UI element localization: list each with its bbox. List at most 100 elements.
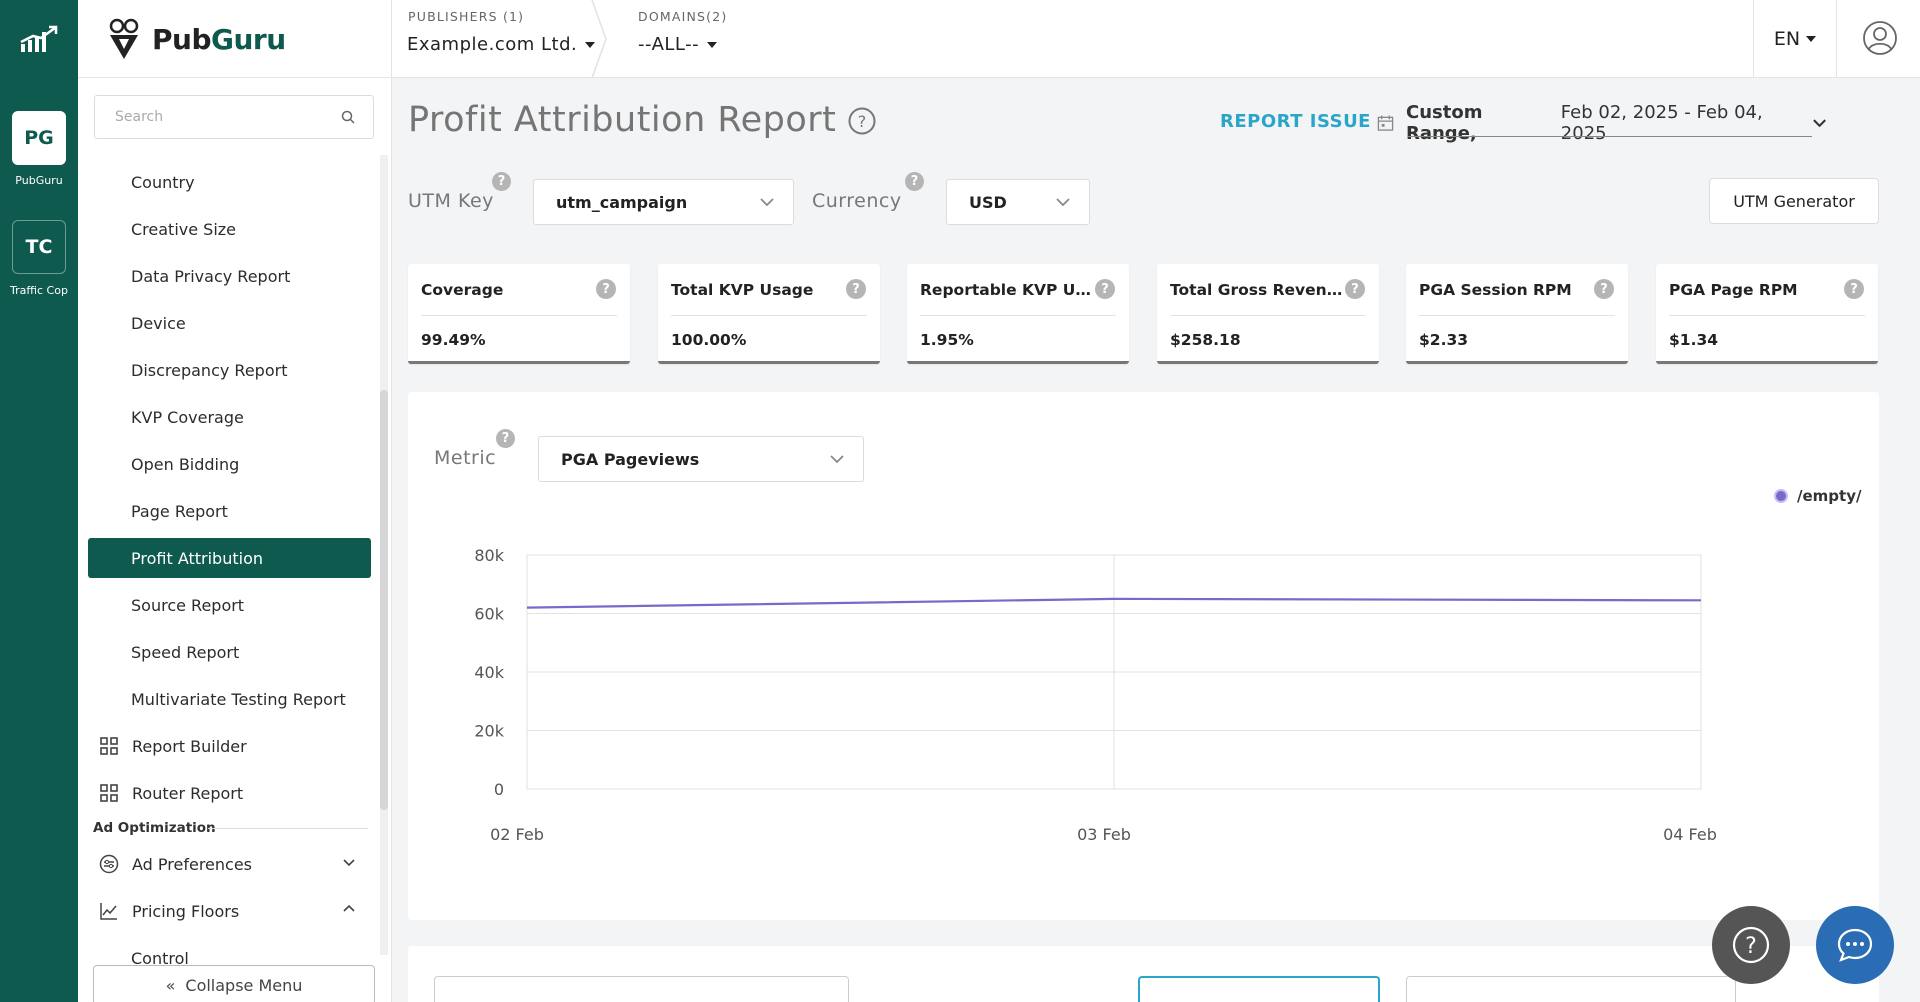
nav-search[interactable]: [94, 95, 374, 139]
nav-item-speed-report[interactable]: Speed Report: [131, 642, 240, 662]
help-icon[interactable]: ?: [1844, 279, 1864, 299]
language-value: EN: [1773, 28, 1801, 50]
table-panel: [408, 946, 1879, 1002]
table-toolbar[interactable]: [1406, 976, 1736, 1002]
chart-legend-item[interactable]: /empty/: [1774, 487, 1861, 505]
side-navigation: PubGuru Country Creative Size Data Priva…: [78, 0, 392, 1002]
help-icon[interactable]: ?: [846, 279, 866, 299]
stat-card-coverage: Coverage ? 99.49%: [408, 264, 630, 364]
stat-title: Total Gross Revenue: [1170, 281, 1348, 299]
stat-card-pga-session-rpm: PGA Session RPM ? $2.33: [1406, 264, 1628, 364]
nav-scrollbar-thumb[interactable]: [380, 390, 388, 810]
nav-item-creative-size[interactable]: Creative Size: [131, 219, 237, 239]
utm-key-select[interactable]: utm_campaign: [533, 179, 794, 225]
user-avatar-icon[interactable]: [1862, 20, 1898, 56]
stat-value: $2.33: [1419, 331, 1469, 349]
stat-card-total-kvp-usage: Total KVP Usage ? 100.00%: [658, 264, 880, 364]
chevron-down-icon: [1056, 198, 1070, 207]
brand-name: PubGuru: [152, 22, 286, 56]
stat-value: 100.00%: [671, 331, 747, 349]
nav-item-profit-attribution[interactable]: Profit Attribution: [88, 538, 371, 578]
y-tick-label: 40k: [474, 663, 504, 682]
grid-icon: [98, 735, 120, 757]
currency-select[interactable]: USD: [946, 179, 1090, 225]
nav-item-report-builder[interactable]: Report Builder: [88, 726, 371, 766]
app-switch-traffic-cop[interactable]: TC: [12, 220, 66, 274]
stat-card-reportable-kvp-usage: Reportable KVP Usage ? 1.95%: [907, 264, 1129, 364]
pubguru-chart-logo-icon[interactable]: [19, 24, 59, 54]
chevron-down-icon: [1813, 119, 1826, 128]
divider: [208, 828, 368, 829]
divider: [421, 315, 617, 316]
x-tick-label: 02 Feb: [490, 825, 544, 844]
help-icon[interactable]: ?: [596, 279, 616, 299]
nav-search-input[interactable]: [115, 109, 341, 125]
divider: [1669, 315, 1865, 316]
chevron-down-icon[interactable]: [341, 854, 357, 870]
help-icon[interactable]: ?: [492, 172, 511, 191]
nav-item-open-bidding[interactable]: Open Bidding: [131, 454, 240, 474]
metric-select[interactable]: PGA Pageviews: [538, 436, 864, 482]
nav-item-data-privacy-report[interactable]: Data Privacy Report: [131, 266, 291, 286]
nav-item-pricing-floors[interactable]: Pricing Floors: [88, 891, 371, 931]
app-switch-pubguru[interactable]: PG: [12, 111, 66, 165]
page-title: Profit Attribution Report: [408, 100, 837, 140]
nav-item-discrepancy-report[interactable]: Discrepancy Report: [131, 360, 288, 380]
nav-item-device[interactable]: Device: [131, 313, 186, 333]
legend-label: /empty/: [1797, 487, 1862, 505]
chevron-up-icon[interactable]: [341, 901, 357, 917]
caret-down-icon: [707, 41, 718, 48]
table-search-input[interactable]: [434, 976, 849, 1002]
help-icon[interactable]: ?: [1345, 279, 1365, 299]
stat-title: PGA Session RPM: [1419, 281, 1572, 299]
date-range-picker[interactable]: Custom Range, Feb 02, 2025 - Feb 04, 202…: [1377, 102, 1827, 144]
brand-logo[interactable]: PubGuru: [106, 16, 286, 62]
stat-title: Coverage: [421, 281, 504, 299]
collapse-menu-button[interactable]: « Collapse Menu: [93, 965, 375, 1002]
nav-item-country[interactable]: Country: [131, 172, 195, 192]
nav-item-label: Report Builder: [132, 736, 247, 756]
app-label-traffic-cop: Traffic Cop: [10, 284, 68, 297]
search-icon[interactable]: [341, 110, 355, 124]
nav-item-label: Ad Preferences: [132, 854, 253, 874]
date-range-value: Feb 02, 2025 - Feb 04, 2025: [1560, 102, 1763, 144]
svg-text:?: ?: [1745, 934, 1757, 959]
nav-item-source-report[interactable]: Source Report: [131, 595, 245, 615]
nav-item-page-report[interactable]: Page Report: [131, 501, 228, 521]
chevron-down-icon: [760, 198, 774, 207]
nav-item-ad-preferences[interactable]: Ad Preferences: [88, 844, 371, 884]
nav-item-kvp-coverage[interactable]: KVP Coverage: [131, 407, 244, 427]
stat-title: PGA Page RPM: [1669, 281, 1798, 299]
nav-item-multivariate-testing-report[interactable]: Multivariate Testing Report: [131, 689, 346, 709]
app-label-pubguru: PubGuru: [15, 174, 63, 187]
y-tick-label: 80k: [474, 546, 504, 565]
floating-help-button[interactable]: ?: [1712, 906, 1790, 984]
help-icon[interactable]: ?: [1594, 279, 1614, 299]
table-action-button[interactable]: [1138, 976, 1380, 1002]
help-icon[interactable]: ?: [1095, 279, 1115, 299]
top-bar: PUBLISHERS (1) Example.com Ltd. DOMAINS(…: [392, 0, 1920, 78]
date-range-underline: [1408, 136, 1812, 137]
chevron-down-icon: [830, 455, 844, 464]
stat-value: 1.95%: [920, 331, 974, 349]
collapse-menu-label: Collapse Menu: [185, 975, 303, 995]
nav-item-router-report[interactable]: Router Report: [88, 773, 371, 813]
report-issue-link[interactable]: REPORT ISSUE: [1220, 111, 1371, 132]
help-icon[interactable]: ?: [496, 429, 515, 448]
nav-item-control[interactable]: Control: [131, 948, 189, 968]
floating-chat-button[interactable]: [1816, 906, 1894, 984]
line-chart: 0 20k 40k 60k 80k 02 Feb 03 Feb 04 Feb: [474, 546, 1717, 844]
metric-value: PGA Pageviews: [561, 449, 700, 469]
help-icon[interactable]: ?: [905, 172, 924, 191]
utm-key-label: UTM Key: [408, 190, 494, 212]
help-circle-icon[interactable]: ?: [847, 106, 877, 136]
language-selector[interactable]: EN: [1753, 0, 1837, 78]
publisher-selector[interactable]: Example.com Ltd.: [407, 34, 596, 55]
domain-selector[interactable]: --ALL--: [638, 34, 718, 55]
divider: [1419, 315, 1615, 316]
date-range-label: Custom Range,: [1405, 102, 1483, 144]
pubguru-mascot-icon: [109, 18, 139, 59]
x-tick-label: 04 Feb: [1663, 825, 1717, 844]
chat-bubble-icon: [1837, 928, 1873, 962]
utm-generator-button[interactable]: UTM Generator: [1709, 178, 1879, 224]
